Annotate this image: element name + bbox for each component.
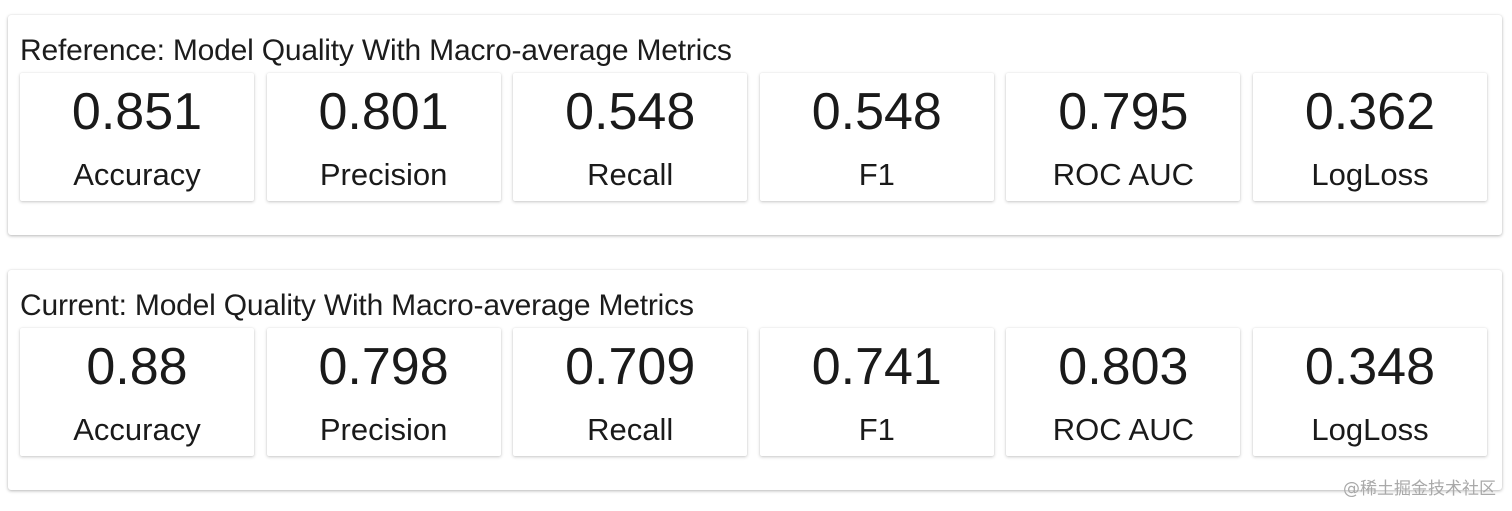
watermark: @稀土掘金技术社区: [1343, 479, 1496, 499]
current-logloss-card: 0.348 LogLoss: [1252, 328, 1487, 456]
current-roc-auc-card: 0.803 ROC AUC: [1006, 328, 1241, 456]
metric-label: ROC AUC: [1052, 412, 1194, 447]
metric-value: 0.548: [565, 83, 696, 141]
metric-value: 0.801: [318, 83, 449, 141]
metric-value: 0.362: [1304, 83, 1436, 141]
current-metrics-panel: Current: Model Quality With Macro-averag…: [8, 270, 1502, 490]
metric-label: Precision: [319, 157, 448, 192]
metric-label: Precision: [319, 412, 448, 447]
reference-metric-cards: 0.851 Accuracy 0.801 Precision 0.548 Rec…: [20, 73, 1487, 201]
metric-label: Recall: [587, 412, 674, 447]
metric-value: 0.548: [811, 83, 942, 141]
reference-accuracy-card: 0.851 Accuracy: [20, 73, 254, 201]
metric-label: Accuracy: [73, 157, 201, 192]
metric-label: Recall: [587, 157, 674, 192]
current-metric-cards: 0.88 Accuracy 0.798 Precision 0.709 Reca…: [20, 328, 1487, 456]
metric-value: 0.803: [1058, 338, 1189, 396]
current-accuracy-card: 0.88 Accuracy: [20, 328, 254, 456]
reference-metrics-panel: Reference: Model Quality With Macro-aver…: [8, 15, 1502, 235]
metric-value: 0.709: [565, 338, 696, 396]
metric-value: 0.798: [318, 338, 449, 396]
metric-value: 0.741: [811, 338, 942, 396]
reference-panel-title: Reference: Model Quality With Macro-aver…: [20, 34, 732, 67]
current-recall-card: 0.709 Recall: [513, 328, 748, 456]
reference-roc-auc-card: 0.795 ROC AUC: [1006, 73, 1241, 201]
metric-label: Accuracy: [73, 412, 201, 447]
metric-label: LogLoss: [1311, 157, 1429, 192]
current-panel-title: Current: Model Quality With Macro-averag…: [20, 289, 694, 322]
reference-recall-card: 0.548 Recall: [513, 73, 748, 201]
metric-value: 0.348: [1304, 338, 1436, 396]
metric-label: F1: [858, 157, 895, 192]
reference-f1-card: 0.548 F1: [759, 73, 994, 201]
reference-precision-card: 0.801 Precision: [266, 73, 501, 201]
metric-label: LogLoss: [1311, 412, 1429, 447]
current-precision-card: 0.798 Precision: [266, 328, 501, 456]
metric-label: F1: [858, 412, 895, 447]
reference-logloss-card: 0.362 LogLoss: [1252, 73, 1487, 201]
metric-value: 0.88: [86, 338, 188, 396]
metric-value: 0.851: [71, 83, 203, 141]
metric-label: ROC AUC: [1052, 157, 1194, 192]
metric-value: 0.795: [1058, 83, 1189, 141]
current-f1-card: 0.741 F1: [759, 328, 994, 456]
